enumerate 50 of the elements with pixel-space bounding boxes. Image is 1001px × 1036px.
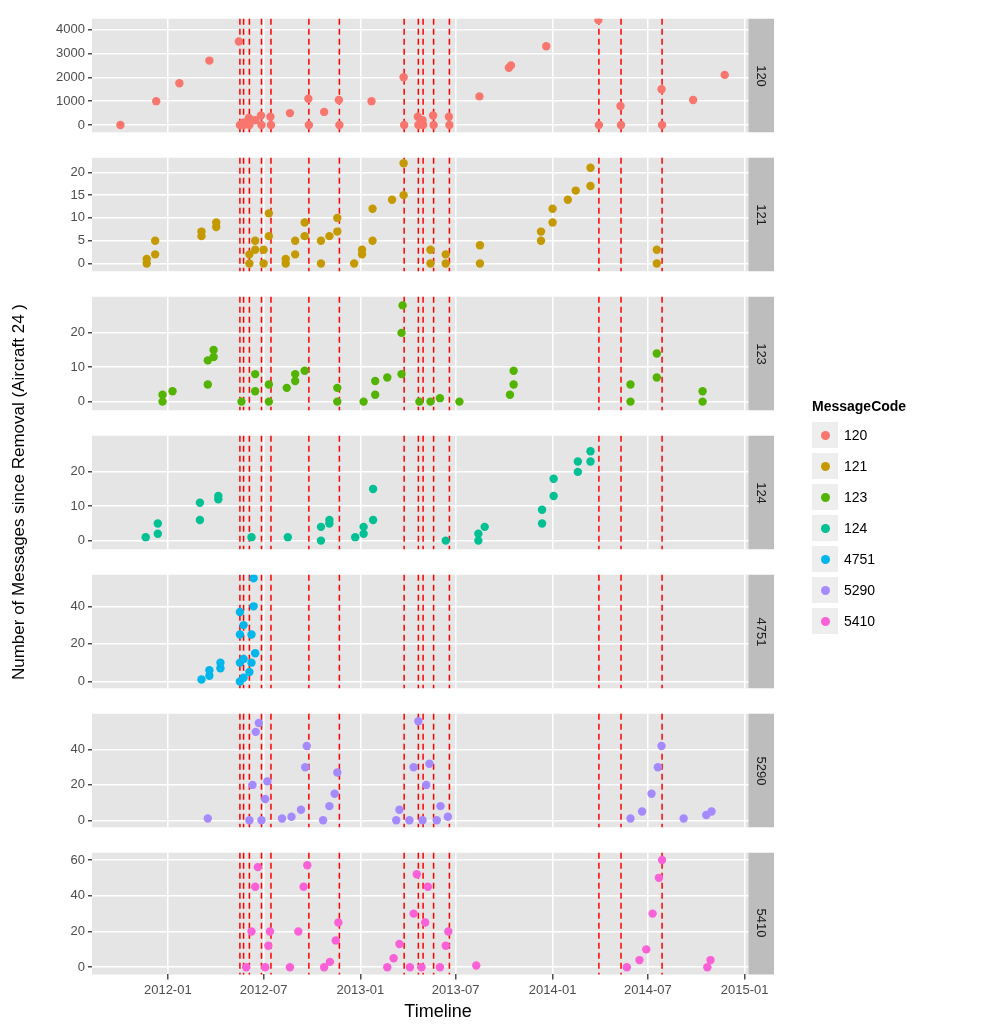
x-tick-label: 2015-01 bbox=[720, 981, 769, 997]
y-tick-label: 0 bbox=[77, 255, 85, 271]
text: 5410 bbox=[753, 908, 769, 938]
y-tick-label: 5 bbox=[77, 232, 85, 248]
y-axis-title: Number of Messages since Removal (Aircraft 24 ) bbox=[9, 304, 29, 681]
y-tick-label: 4000 bbox=[56, 21, 85, 37]
y-tick-label: 10 bbox=[70, 358, 85, 374]
y-tick-label: 20 bbox=[70, 635, 85, 651]
x-tick-label: 2014-07 bbox=[624, 981, 672, 997]
y-tick-label: 40 bbox=[70, 741, 85, 757]
text: 123 bbox=[753, 343, 769, 365]
y-tick-label: 0 bbox=[77, 532, 85, 548]
x-tick-label: 2014-01 bbox=[528, 981, 577, 997]
legend-label: 4751 bbox=[844, 551, 876, 567]
y-tick-label: 20 bbox=[70, 463, 85, 479]
y-tick-label: 60 bbox=[70, 851, 85, 867]
legend-label: 124 bbox=[844, 520, 868, 536]
y-tick-label: 0 bbox=[77, 393, 85, 409]
y-tick-label: 20 bbox=[70, 163, 85, 179]
y-tick-label: 2000 bbox=[56, 68, 85, 84]
legend-label: 5290 bbox=[844, 582, 876, 598]
y-tick-label: 0 bbox=[77, 811, 85, 827]
y-tick-label: 20 bbox=[70, 923, 85, 939]
y-tick-label: 20 bbox=[70, 776, 85, 792]
y-tick-label: 0 bbox=[77, 116, 85, 132]
y-tick-label: 3000 bbox=[56, 44, 85, 60]
legend-label: 120 bbox=[844, 427, 868, 443]
y-tick-label: 10 bbox=[70, 209, 85, 225]
y-tick-label: 0 bbox=[77, 673, 85, 689]
y-tick-label: 10 bbox=[70, 497, 85, 513]
x-tick-label: 2012-01 bbox=[143, 981, 192, 997]
y-tick-label: 40 bbox=[70, 887, 85, 903]
text: 124 bbox=[753, 482, 769, 504]
text: 5290 bbox=[753, 756, 769, 786]
legend-label: 123 bbox=[844, 489, 868, 505]
x-tick-label: 2012-07 bbox=[239, 981, 288, 997]
legend-title: MessageCode bbox=[812, 397, 907, 414]
text: 120 bbox=[753, 65, 769, 87]
y-tick-label: 0 bbox=[77, 958, 85, 974]
x-tick-label: 2013-07 bbox=[431, 981, 480, 997]
x-axis-title: Timeline bbox=[403, 1001, 473, 1022]
y-tick-label: 1000 bbox=[56, 92, 85, 108]
legend-label: 5410 bbox=[844, 613, 876, 629]
legend-label: 121 bbox=[844, 458, 868, 474]
text: 4751 bbox=[753, 617, 769, 647]
text: 121 bbox=[753, 204, 769, 226]
y-tick-label: 15 bbox=[70, 186, 85, 202]
y-tick-label: 20 bbox=[70, 324, 85, 340]
x-tick-label: 2013-01 bbox=[336, 981, 385, 997]
y-tick-label: 40 bbox=[70, 597, 85, 613]
